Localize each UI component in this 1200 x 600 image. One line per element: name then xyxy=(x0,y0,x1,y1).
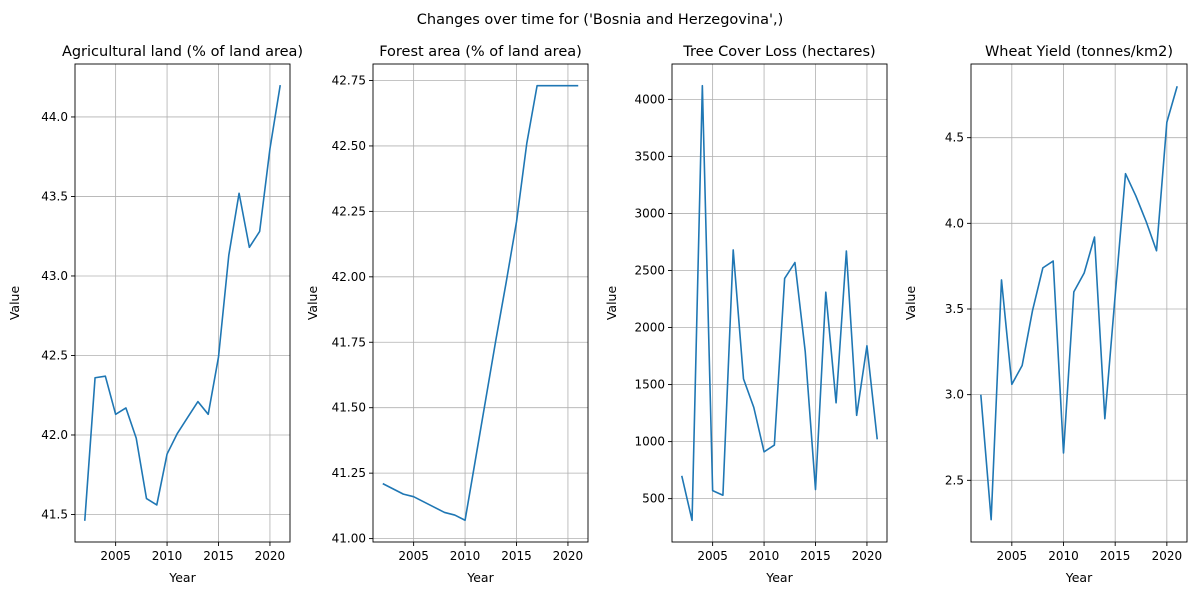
x-tick-label: 2015 xyxy=(800,549,831,563)
x-tick-label: 2010 xyxy=(152,549,183,563)
x-tick-label: 2015 xyxy=(501,549,532,563)
y-tick-label: 2500 xyxy=(634,263,665,277)
y-tick-label: 41.00 xyxy=(332,532,366,546)
y-tick-label: 42.75 xyxy=(332,73,366,87)
y-tick-label: 42.00 xyxy=(332,270,366,284)
subplot-title: Wheat Yield (tonnes/km2) xyxy=(985,44,1173,60)
x-tick-label: 2020 xyxy=(255,549,286,563)
x-axis-label: Year xyxy=(466,570,494,585)
x-axis-label: Year xyxy=(765,570,793,585)
series-line xyxy=(980,86,1178,521)
y-axis-label: Value xyxy=(7,286,22,321)
axes-frame xyxy=(671,63,888,543)
x-tick-label: 2015 xyxy=(203,549,234,563)
y-tick-label: 3000 xyxy=(634,206,665,220)
y-axis-label: Value xyxy=(305,286,320,321)
x-tick-label: 2005 xyxy=(697,549,728,563)
subplot-1: 2005 2010 2015 2020 41.5 42.0 42.5 43.0 43.5 44.0… xyxy=(7,44,303,585)
x-tick-label: 2005 xyxy=(100,549,131,563)
series-line xyxy=(680,84,879,522)
subplot-2: 2005 2010 2015 2020 41.00 41.25 41.50 41.75 42.0… xyxy=(305,44,589,585)
y-tick-label: 42.50 xyxy=(332,139,366,153)
y-tick-label: 2.5 xyxy=(945,473,964,487)
subplot-title: Forest area (% of land area) xyxy=(379,44,582,60)
axes-frame xyxy=(372,63,589,543)
x-tick-label: 2010 xyxy=(749,549,780,563)
y-tick-label: 44.0 xyxy=(41,110,68,124)
y-tick-label: 1500 xyxy=(634,378,665,392)
y-tick-label: 1000 xyxy=(634,435,665,449)
series-line xyxy=(83,85,282,521)
y-tick-label: 43.5 xyxy=(41,189,68,203)
y-tick-label: 3500 xyxy=(634,149,665,163)
x-tick-label: 2020 xyxy=(553,549,584,563)
y-tick-label: 4.5 xyxy=(945,131,964,145)
y-tick-label: 2000 xyxy=(634,321,665,335)
y-tick-label: 4.0 xyxy=(945,216,964,230)
x-axis-label: Year xyxy=(168,570,196,585)
y-tick-label: 500 xyxy=(642,492,665,506)
subplot-title: Agricultural land (% of land area) xyxy=(62,44,303,60)
y-tick-label: 3.5 xyxy=(945,302,964,316)
subplot-title: Tree Cover Loss (hectares) xyxy=(682,44,875,60)
x-tick-label: 2010 xyxy=(450,549,481,563)
axes-frame xyxy=(970,63,1188,543)
series-line xyxy=(382,84,579,522)
x-tick-label: 2005 xyxy=(997,549,1028,563)
y-axis-label: Value xyxy=(903,286,918,321)
x-axis-label: Year xyxy=(1065,570,1093,585)
subplot-3: 2005 2010 2015 2020 500 1000 1500 2000 2500 3000 3… xyxy=(604,44,888,585)
y-tick-label: 41.50 xyxy=(332,401,366,415)
x-tick-label: 2020 xyxy=(852,549,883,563)
figure-suptitle: Changes over time for ('Bosnia and Herze… xyxy=(417,12,784,28)
subplot-4: 2005 2010 2015 2020 2.5 3.0 3.5 4.0 4.5 Wheat Yie… xyxy=(903,44,1188,585)
y-tick-label: 43.0 xyxy=(41,269,68,283)
y-tick-label: 42.25 xyxy=(332,204,366,218)
y-tick-label: 4000 xyxy=(634,92,665,106)
axes-frame xyxy=(74,63,291,543)
x-tick-label: 2010 xyxy=(1048,549,1079,563)
y-tick-label: 3.0 xyxy=(945,388,964,402)
x-tick-label: 2020 xyxy=(1152,549,1183,563)
y-tick-label: 42.5 xyxy=(41,348,68,362)
x-tick-label: 2015 xyxy=(1100,549,1131,563)
y-tick-label: 41.5 xyxy=(41,507,68,521)
y-tick-label: 42.0 xyxy=(41,428,68,442)
subplots: 2005 2010 2015 2020 41.5 42.0 42.5 43.0 43.5 44.0… xyxy=(7,44,1188,585)
x-tick-label: 2005 xyxy=(398,549,429,563)
y-axis-label: Value xyxy=(604,286,619,321)
y-tick-label: 41.25 xyxy=(332,466,366,480)
y-tick-label: 41.75 xyxy=(332,335,366,349)
